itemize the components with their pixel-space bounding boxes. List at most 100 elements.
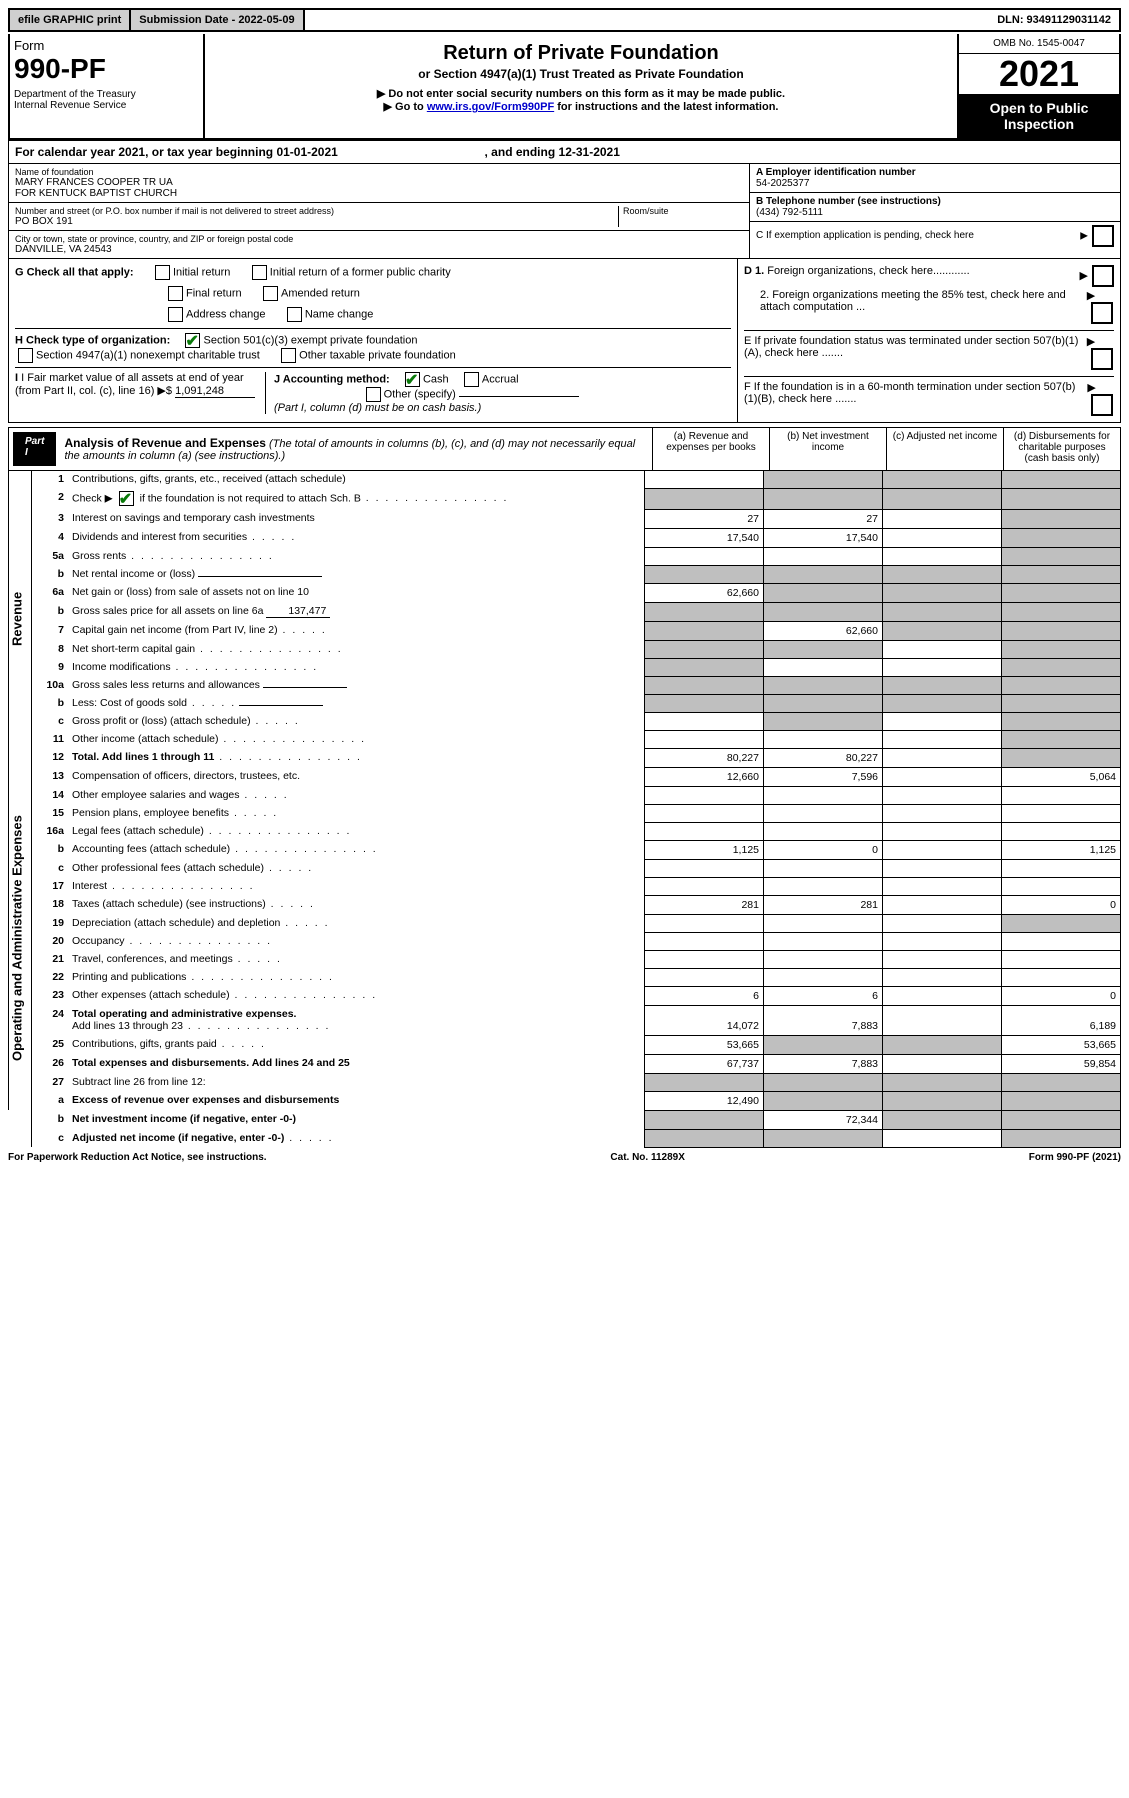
cb-e[interactable] — [1091, 348, 1113, 370]
calendar-year-bar: For calendar year 2021, or tax year begi… — [8, 140, 1121, 164]
row-27b: Net investment income (if negative, ente… — [72, 1113, 296, 1125]
i-value: 1,091,248 — [175, 385, 255, 398]
row-6b-pre: Gross sales price for all assets on line… — [72, 605, 263, 617]
v-26b: 7,883 — [764, 1054, 883, 1073]
row-24b: Add lines 13 through 23 — [72, 1020, 183, 1032]
v-23b: 6 — [764, 986, 883, 1005]
dln-number: DLN: 93491129031142 — [989, 10, 1119, 30]
cb-initial-return[interactable] — [155, 265, 170, 280]
v-13b: 7,596 — [764, 767, 883, 786]
form-word: Form — [14, 38, 199, 53]
top-bar: efile GRAPHIC print Submission Date - 20… — [8, 8, 1121, 32]
open-to-public: Open to Public Inspection — [959, 94, 1119, 138]
cb-f[interactable] — [1091, 394, 1113, 416]
v-12b: 80,227 — [764, 748, 883, 767]
form-title: Return of Private Foundation — [211, 42, 951, 65]
identity-block: Name of foundation MARY FRANCES COOPER T… — [8, 164, 1121, 259]
row-10b: Less: Cost of goods sold — [72, 697, 187, 709]
row-2: if the foundation is not required to att… — [140, 492, 361, 504]
v-23d: 0 — [1002, 986, 1121, 1005]
col-d-header: (d) Disbursements for charitable purpose… — [1003, 428, 1120, 470]
cb-schb[interactable] — [119, 491, 134, 506]
g-initial: Initial return — [173, 266, 230, 278]
cb-amended-return[interactable] — [263, 286, 278, 301]
addr-label: Number and street (or P.O. box number if… — [15, 206, 618, 216]
v-23a: 6 — [645, 986, 764, 1005]
row-25: Contributions, gifts, grants paid — [72, 1038, 217, 1050]
v-4b: 17,540 — [764, 528, 883, 547]
check-block: G Check all that apply: Initial return I… — [8, 259, 1121, 423]
foundation-name1: MARY FRANCES COOPER TR UA — [15, 177, 743, 188]
foundation-name2: FOR KENTUCK BAPTIST CHURCH — [15, 188, 743, 199]
row-11: Other income (attach schedule) — [72, 733, 219, 745]
v-6b: 137,477 — [266, 605, 330, 618]
cb-final-return[interactable] — [168, 286, 183, 301]
foundation-addr: PO BOX 191 — [15, 216, 618, 227]
g-name: Name change — [305, 308, 374, 320]
row-16c: Other professional fees (attach schedule… — [72, 862, 264, 874]
row-19: Depreciation (attach schedule) and deple… — [72, 917, 280, 929]
h-label: H Check type of organization: — [15, 334, 170, 346]
tax-year: 2021 — [959, 54, 1119, 94]
analysis-table: Revenue 1 Contributions, gifts, grants, … — [8, 470, 1121, 1148]
room-label: Room/suite — [623, 206, 743, 216]
row-5b: Net rental income or (loss) — [72, 568, 195, 580]
v-3b: 27 — [764, 509, 883, 528]
submission-date: Submission Date - 2022-05-09 — [131, 10, 304, 30]
row-2-pre: Check ▶ — [72, 492, 113, 504]
cb-4947[interactable] — [18, 348, 33, 363]
g-initial-former: Initial return of a former public charit… — [270, 266, 451, 278]
cb-address-change[interactable] — [168, 307, 183, 322]
row-6a: Net gain or (loss) from sale of assets n… — [68, 583, 645, 602]
efile-print-button[interactable]: efile GRAPHIC print — [10, 10, 131, 30]
footer-right: Form 990-PF (2021) — [1029, 1152, 1121, 1163]
ein-label: A Employer identification number — [756, 167, 1114, 178]
row-16a: Legal fees (attach schedule) — [72, 825, 204, 837]
cb-other[interactable] — [366, 387, 381, 402]
phone-value: (434) 792-5111 — [756, 207, 1114, 218]
part1-title: Analysis of Revenue and Expenses — [64, 436, 265, 450]
footer-left: For Paperwork Reduction Act Notice, see … — [8, 1152, 267, 1163]
row-15: Pension plans, employee benefits — [72, 807, 229, 819]
row-24: Total operating and administrative expen… — [72, 1008, 296, 1020]
row-16b: Accounting fees (attach schedule) — [72, 843, 230, 855]
v-27a-a: 12,490 — [645, 1091, 764, 1110]
v-26d: 59,854 — [1002, 1054, 1121, 1073]
cb-accrual[interactable] — [464, 372, 479, 387]
item-c-checkbox[interactable] — [1092, 225, 1114, 247]
v-13d: 5,064 — [1002, 767, 1121, 786]
v-16b-d: 1,125 — [1002, 840, 1121, 859]
cb-other-taxable[interactable] — [281, 348, 296, 363]
row-14: Other employee salaries and wages — [72, 789, 240, 801]
j-cash: Cash — [423, 373, 449, 385]
row-12: Total. Add lines 1 through 11 — [72, 751, 214, 763]
phone-label: B Telephone number (see instructions) — [756, 196, 1114, 207]
v-18a: 281 — [645, 895, 764, 914]
row-9: Income modifications — [72, 661, 171, 673]
col-b-header: (b) Net investment income — [769, 428, 886, 470]
v-16b-b: 0 — [764, 840, 883, 859]
row-4: Dividends and interest from securities — [72, 531, 247, 543]
h-501: Section 501(c)(3) exempt private foundat… — [203, 334, 417, 346]
cb-501c3[interactable] — [185, 333, 200, 348]
form-subtitle: or Section 4947(a)(1) Trust Treated as P… — [211, 67, 951, 81]
cb-d1[interactable] — [1092, 265, 1114, 287]
item-c-label: C If exemption application is pending, c… — [756, 230, 974, 241]
v-18b: 281 — [764, 895, 883, 914]
row-17: Interest — [72, 880, 107, 892]
row-27: Subtract line 26 from line 12: — [68, 1073, 645, 1091]
row-21: Travel, conferences, and meetings — [72, 953, 233, 965]
cb-d2[interactable] — [1091, 302, 1113, 324]
dept-treasury: Department of the Treasury — [14, 89, 199, 100]
name-label: Name of foundation — [15, 167, 743, 177]
cb-cash[interactable] — [405, 372, 420, 387]
j-note: (Part I, column (d) must be on cash basi… — [274, 402, 481, 414]
v-7b: 62,660 — [764, 621, 883, 640]
form990pf-link[interactable]: www.irs.gov/Form990PF — [427, 101, 554, 113]
foundation-city: DANVILLE, VA 24543 — [15, 244, 743, 255]
city-label: City or town, state or province, country… — [15, 234, 743, 244]
d1-label: Foreign organizations, check here.......… — [767, 265, 969, 277]
cb-initial-former[interactable] — [252, 265, 267, 280]
cb-name-change[interactable] — [287, 307, 302, 322]
row-18: Taxes (attach schedule) (see instruction… — [72, 898, 266, 910]
